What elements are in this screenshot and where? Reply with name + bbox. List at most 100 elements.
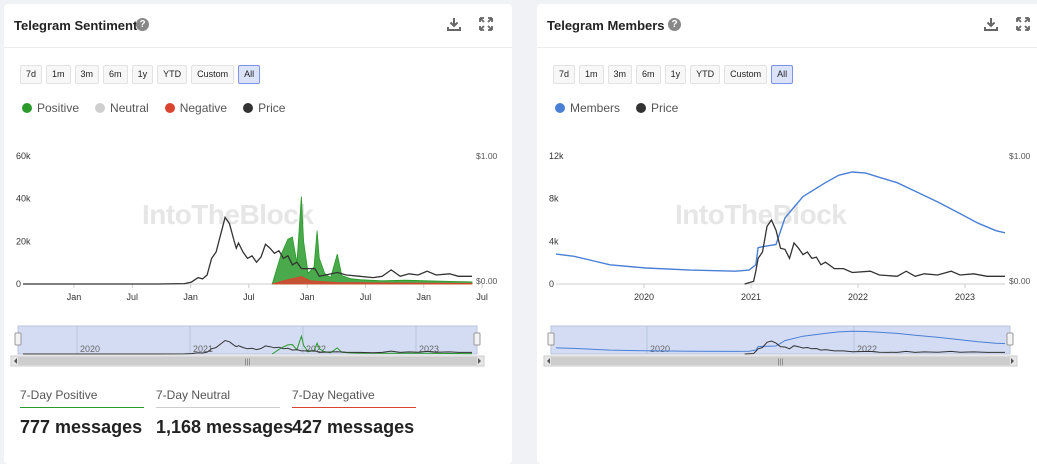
navigator-series-price (23, 339, 472, 355)
legend-label: Members (570, 101, 621, 115)
stat-value: 777 messages (20, 417, 143, 437)
range-button-1m[interactable]: 1m (579, 65, 604, 84)
y-tick-label: 8k (549, 194, 559, 204)
scroll-right-icon[interactable] (478, 358, 481, 364)
legend-label: Positive (37, 101, 80, 115)
range-button-ytd[interactable]: YTD (690, 65, 721, 84)
range-button-custom[interactable]: Custom (191, 65, 235, 84)
scroll-grip-icon: ||| (778, 359, 784, 366)
y2-tick-label: $1.00 (476, 151, 498, 161)
navigator-handle-right[interactable] (473, 332, 481, 346)
y2-tick-label: $1.00 (1009, 151, 1031, 161)
stat-7-day-neutral: 7-Day Neutral 1,168 messages (156, 388, 294, 438)
series-positive[interactable] (271, 196, 473, 285)
legend-dot (636, 103, 647, 113)
expand-icon[interactable] (1015, 16, 1031, 32)
range-button-3m[interactable]: 3m (607, 65, 633, 84)
range-button-6m[interactable]: 6m (636, 65, 661, 84)
help-icon[interactable]: ? (136, 18, 149, 31)
x-tick-label: Jan (300, 292, 315, 302)
series-price[interactable] (744, 218, 1005, 285)
navigator-handle-left[interactable] (547, 332, 555, 346)
navigator-tick-label: 2021 (193, 344, 213, 354)
legend-label: Negative (179, 101, 228, 115)
stat-label: 7-Day Neutral (156, 388, 280, 408)
legend-item-price[interactable]: Price (243, 101, 285, 115)
y2-tick-label: $0.00 (476, 276, 498, 286)
range-button-6m[interactable]: 6m (103, 65, 128, 84)
x-tick-label: Jan (183, 292, 198, 302)
range-button-1m[interactable]: 1m (46, 65, 71, 84)
stat-label: 7-Day Positive (20, 388, 144, 408)
range-selector: 7d 1m 3m 6m 1y YTD Custom All (20, 65, 261, 84)
chart-legend: Positive Neutral Negative Price (22, 101, 285, 115)
navigator-tick-label: 2023 (419, 344, 439, 354)
card-header: Telegram Members ? (537, 4, 1037, 48)
stat-7-day-positive: 7-Day Positive 777 messages (20, 388, 144, 438)
legend-item-neutral[interactable]: Neutral (95, 101, 149, 115)
series-members[interactable] (555, 171, 1006, 272)
range-button-3m[interactable]: 3m (74, 65, 100, 84)
legend-dot (95, 103, 106, 113)
range-selector: 7d 1m 3m 6m 1y YTD Custom All (553, 65, 794, 84)
stat-7-day-negative: 7-Day Negative 427 messages (292, 388, 416, 438)
legend-item-price[interactable]: Price (636, 101, 678, 115)
telegram-members-card: Telegram Members ? 7d 1m 3m 6m 1y YTD Custom Al… (537, 4, 1037, 464)
legend-item-members[interactable]: Members (555, 101, 620, 115)
legend-dot (243, 103, 254, 113)
legend-label: Price (651, 101, 679, 115)
x-tick-label: 2023 (955, 292, 975, 302)
legend-item-negative[interactable]: Negative (164, 101, 228, 115)
navigator-tick-label: 2022 (857, 344, 877, 354)
y2-tick-label: $0.00 (1009, 276, 1031, 286)
expand-icon[interactable] (478, 16, 494, 32)
y-tick-label: 20k (16, 236, 31, 246)
navigator-tick-label: 2020 (80, 344, 100, 354)
chart-legend: Members Price (555, 101, 678, 115)
series-price[interactable] (23, 215, 472, 285)
range-button-all[interactable]: All (771, 65, 794, 84)
download-icon[interactable] (983, 16, 999, 32)
y-tick-label: 0 (549, 279, 554, 289)
x-tick-label: Jan (67, 292, 82, 302)
legend-label: Price (258, 101, 286, 115)
navigator-handle-right[interactable] (1006, 332, 1014, 346)
members-chart[interactable]: 12k 8k 4k 0 $1.00 $0.00 2020 2021 2022 2023 2020 20… (537, 144, 1037, 374)
legend-dot (164, 103, 175, 113)
range-button-all[interactable]: All (238, 65, 261, 84)
range-button-custom[interactable]: Custom (724, 65, 768, 84)
y-tick-label: 40k (16, 194, 31, 204)
scrollbar-thumb[interactable] (18, 357, 477, 365)
scrollbar-thumb[interactable] (551, 357, 1010, 365)
range-button-7d[interactable]: 7d (553, 65, 576, 84)
legend-item-positive[interactable]: Positive (22, 101, 79, 115)
series-negative[interactable] (272, 276, 473, 285)
navigator-handle-left[interactable] (14, 332, 22, 346)
range-button-ytd[interactable]: YTD (157, 65, 188, 84)
range-button-7d[interactable]: 7d (20, 65, 43, 84)
card-header: Telegram Sentiment ? (4, 4, 512, 48)
scroll-grip-icon: ||| (245, 359, 251, 366)
scroll-left-icon[interactable] (547, 358, 550, 364)
x-tick-label: Jul (127, 292, 139, 302)
stat-value: 1,168 messages (156, 417, 294, 437)
card-title: Telegram Sentiment (14, 18, 138, 33)
sentiment-chart[interactable]: 60k 40k 20k 0 $1.00 $0.00 Jan Jul Jan Jul Jan Jul Ja… (4, 144, 512, 374)
range-button-1y[interactable]: 1y (131, 65, 154, 84)
stat-value: 427 messages (292, 417, 415, 437)
legend-label: Neutral (110, 101, 149, 115)
navigator-window[interactable] (550, 325, 1011, 355)
navigator-tick-label: 2022 (306, 344, 326, 354)
telegram-sentiment-card: Telegram Sentiment ? 7d 1m 3m 6m 1y YTD Custom… (4, 4, 512, 464)
x-tick-label: 2022 (848, 292, 868, 302)
help-icon[interactable]: ? (668, 18, 681, 31)
download-icon[interactable] (446, 16, 462, 32)
x-tick-label: 2020 (634, 292, 654, 302)
y-tick-label: 4k (549, 236, 559, 246)
y-tick-label: 0 (16, 279, 21, 289)
range-button-1y[interactable]: 1y (664, 65, 687, 84)
navigator-series-members (555, 330, 1006, 352)
y-tick-label: 60k (16, 151, 31, 161)
scroll-left-icon[interactable] (14, 358, 17, 364)
scroll-right-icon[interactable] (1011, 358, 1014, 364)
